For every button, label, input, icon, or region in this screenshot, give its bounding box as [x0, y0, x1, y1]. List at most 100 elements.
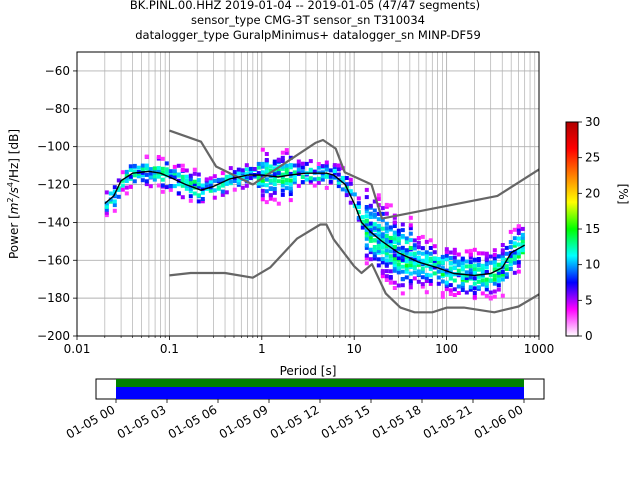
density-cell	[280, 175, 285, 180]
density-cell	[104, 210, 109, 215]
density-cell	[148, 174, 153, 179]
density-cell	[372, 222, 377, 227]
density-cell	[480, 278, 485, 283]
density-cell	[404, 263, 409, 268]
density-cell	[328, 179, 333, 184]
density-cell	[112, 199, 117, 204]
density-cell	[136, 174, 141, 179]
density-cell	[268, 178, 273, 183]
density-cell	[516, 227, 521, 232]
density-cell	[476, 257, 481, 261]
density-cell	[180, 195, 185, 200]
density-cell	[280, 166, 285, 171]
density-cell	[388, 236, 393, 240]
density-cell	[268, 193, 273, 198]
density-cell	[372, 238, 377, 243]
density-cell	[260, 188, 265, 193]
density-cell	[388, 269, 393, 274]
density-cell	[160, 166, 165, 171]
density-cell	[484, 251, 489, 256]
plot-background	[77, 52, 539, 336]
density-cell	[388, 203, 393, 208]
density-cell	[416, 279, 421, 284]
y-axis-label: Power [m2/s4/Hz] [dB]	[6, 129, 21, 259]
density-cell	[416, 262, 421, 267]
density-cell	[284, 170, 289, 175]
density-cell	[472, 267, 477, 271]
x-tick-label: 1	[258, 342, 266, 356]
density-cell	[136, 165, 141, 170]
density-cell	[468, 252, 473, 257]
density-cell	[448, 261, 453, 266]
density-cell	[416, 258, 421, 263]
density-cell	[384, 262, 389, 267]
density-cell	[148, 184, 153, 189]
density-cell	[176, 191, 181, 196]
density-cell	[292, 170, 297, 175]
density-cell	[276, 167, 281, 172]
density-cell	[484, 284, 489, 288]
density-cell	[144, 172, 149, 177]
density-cell	[464, 249, 469, 254]
density-cell	[400, 254, 405, 259]
density-cell	[440, 279, 445, 284]
density-cell	[380, 206, 385, 211]
density-cell	[124, 191, 129, 196]
density-cell	[120, 170, 125, 175]
density-cell	[392, 286, 397, 290]
density-cell	[112, 185, 117, 190]
density-cell	[448, 272, 453, 277]
density-cell	[452, 287, 457, 292]
density-cell	[420, 284, 425, 289]
density-cell	[180, 168, 185, 172]
density-cell	[416, 272, 421, 277]
density-cell	[520, 226, 525, 231]
density-cell	[248, 169, 253, 174]
density-cell	[504, 272, 509, 277]
density-cell	[444, 272, 449, 277]
density-cell	[132, 179, 137, 184]
density-cell	[268, 187, 273, 191]
density-cell	[512, 236, 517, 241]
density-cell	[376, 239, 381, 244]
y-axis-ticks: −60 −80 −100 −120 −140 −160 −180 −200	[37, 64, 77, 343]
density-cell	[244, 175, 249, 180]
density-cell	[496, 254, 501, 259]
density-cell	[480, 280, 485, 285]
density-cell	[240, 185, 245, 190]
density-cell	[260, 164, 265, 169]
density-cell	[376, 263, 381, 268]
density-cell	[260, 181, 265, 185]
density-cell	[104, 207, 109, 212]
density-cell	[292, 173, 297, 178]
density-cell	[508, 259, 513, 264]
density-cell	[392, 265, 397, 270]
density-cell	[380, 260, 385, 265]
density-cell	[220, 181, 225, 186]
density-cell	[272, 170, 277, 175]
density-cell	[448, 283, 453, 288]
density-cell	[500, 293, 505, 298]
density-cell	[496, 283, 501, 288]
density-cell	[504, 267, 509, 271]
density-cell	[508, 245, 513, 250]
density-cell	[496, 270, 501, 275]
density-cell	[472, 271, 477, 275]
density-cell	[380, 237, 385, 242]
density-cell	[204, 184, 209, 189]
density-cell	[408, 285, 413, 290]
coverage-tick-label: 01-05 15	[319, 402, 373, 441]
density-cell	[468, 255, 473, 260]
density-cell	[236, 178, 241, 183]
density-cell	[392, 263, 397, 268]
density-cell	[180, 183, 185, 188]
density-cell	[372, 250, 377, 255]
density-cell	[380, 234, 385, 239]
density-cell	[444, 280, 449, 285]
density-cell	[396, 246, 401, 251]
density-cell	[396, 256, 401, 261]
density-cell	[384, 202, 389, 207]
density-cell	[244, 163, 249, 168]
density-cell	[428, 281, 433, 286]
